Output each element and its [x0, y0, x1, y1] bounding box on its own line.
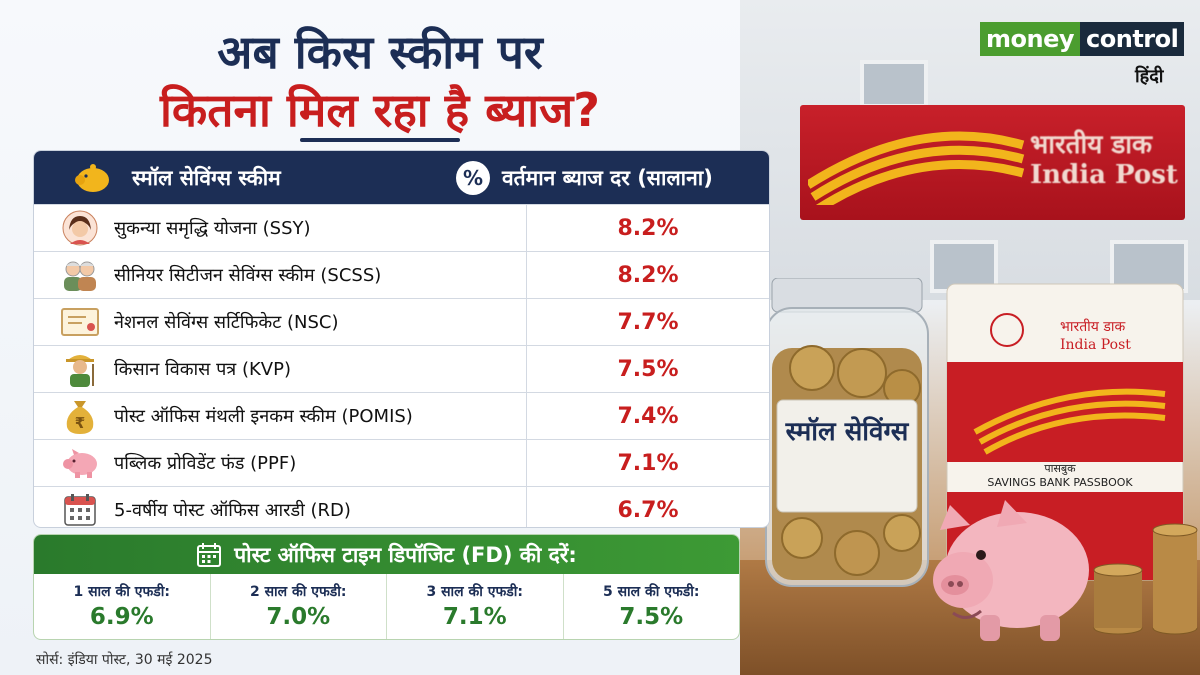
- fd-value: 7.1%: [442, 604, 507, 630]
- passbook-brand: भारतीय डाक India Post: [1060, 318, 1131, 354]
- header-scheme-cell: स्मॉल सेविंग्स स्कीम: [34, 162, 526, 194]
- sign-text: भारतीय डाक India Post: [1030, 130, 1178, 190]
- source-note: सोर्स: इंडिया पोस्ट, 30 मई 2025: [36, 652, 213, 668]
- piggy-bank-icon: [75, 163, 109, 192]
- table-row: 5-वर्षीय पोस्ट ऑफिस आरडी (RD) 6.7%: [34, 486, 769, 527]
- fd-label: 1 साल की एफडी:: [73, 584, 171, 600]
- passbook-title-hindi: पासबुक: [1044, 462, 1076, 475]
- fd-rates-panel: पोस्ट ऑफिस टाइम डिपॉजिट (FD) की दरें: 1 …: [33, 534, 740, 640]
- certificate-icon: [60, 302, 100, 342]
- fd-value: 7.0%: [266, 604, 331, 630]
- passbook-title-english: SAVINGS BANK PASSBOOK: [987, 476, 1133, 489]
- jar-label: स्मॉल सेविंग्स: [785, 417, 909, 447]
- table-row: सीनियर सिटीजन सेविंग्स स्कीम (SCSS) 8.2%: [34, 251, 769, 298]
- farmer-icon: [60, 349, 100, 389]
- sign-hindi: भारतीय डाक: [1030, 130, 1152, 160]
- piggy-bank-icon: [60, 443, 100, 483]
- scheme-name: पोस्ट ऑफिस मंथली इनकम स्कीम (POMIS): [114, 406, 413, 427]
- fd-label: 3 साल की एफडी:: [426, 584, 524, 600]
- table-row: ₹ पोस्ट ऑफिस मंथली इनकम स्कीम (POMIS) 7.…: [34, 392, 769, 439]
- coin-jar-icon: [765, 278, 929, 587]
- calendar-icon: [197, 542, 222, 567]
- fd-item: 1 साल की एफडी: 6.9%: [34, 574, 211, 639]
- headline-underline: [300, 138, 460, 142]
- scheme-name: 5-वर्षीय पोस्ट ऑफिस आरडी (RD): [114, 500, 351, 521]
- table-row: सुकन्या समृद्धि योजना (SSY) 8.2%: [34, 204, 769, 251]
- passbook-hindi: भारतीय डाक: [1060, 319, 1126, 335]
- headline-line-2: कितना मिल रहा है ब्याज?: [160, 83, 600, 137]
- sign-english: India Post: [1030, 160, 1178, 190]
- scheme-rate: 8.2%: [617, 215, 679, 241]
- header-scheme-label: स्मॉल सेविंग्स स्कीम: [132, 165, 281, 190]
- scheme-name: नेशनल सेविंग्स सर्टिफिकेट (NSC): [114, 312, 339, 333]
- passbook-english: India Post: [1060, 337, 1131, 353]
- coin-stack-icon: [1093, 523, 1198, 635]
- girl-icon: [60, 208, 100, 248]
- piggy-bank-photo-icon: [933, 500, 1089, 641]
- india-post-logo-icon: [808, 131, 1025, 205]
- fd-item: 3 साल की एफडी: 7.1%: [387, 574, 564, 639]
- fd-item: 2 साल की एफडी: 7.0%: [211, 574, 387, 639]
- scheme-rate: 7.4%: [617, 403, 679, 429]
- scheme-rate: 8.2%: [617, 262, 679, 288]
- fd-label: 5 साल की एफडी:: [602, 584, 700, 600]
- fd-header: पोस्ट ऑफिस टाइम डिपॉजिट (FD) की दरें:: [34, 535, 739, 574]
- logo-subtitle: हिंदी: [1135, 66, 1164, 87]
- calendar-icon: [60, 490, 100, 527]
- passbook-title: पासबुक SAVINGS BANK PASSBOOK: [960, 462, 1160, 490]
- logo-part-control: control: [1080, 22, 1185, 56]
- scheme-name: पब्लिक प्रोविडेंट फंड (PPF): [114, 453, 297, 474]
- table-row: पब्लिक प्रोविडेंट फंड (PPF) 7.1%: [34, 439, 769, 486]
- scheme-name: सीनियर सिटीजन सेविंग्स स्कीम (SCSS): [114, 265, 382, 286]
- scheme-rate: 6.7%: [617, 497, 679, 523]
- fd-value: 6.9%: [89, 604, 154, 630]
- fd-value: 7.5%: [619, 604, 684, 630]
- percent-icon: %: [456, 160, 490, 195]
- scheme-rate: 7.7%: [617, 309, 679, 335]
- fd-item: 5 साल की एफडी: 7.5%: [564, 574, 740, 639]
- fd-label: 2 साल की एफडी:: [249, 584, 347, 600]
- logo-part-money: money: [980, 22, 1081, 56]
- scheme-rate: 7.1%: [617, 450, 679, 476]
- table-row: नेशनल सेविंग्स सर्टिफिकेट (NSC) 7.7%: [34, 298, 769, 345]
- money-bag-icon: ₹: [60, 396, 100, 436]
- scheme-name: किसान विकास पत्र (KVP): [114, 359, 291, 380]
- table-header: स्मॉल सेविंग्स स्कीम % वर्तमान ब्याज दर …: [34, 151, 769, 204]
- senior-couple-icon: [60, 255, 100, 295]
- building-window: [860, 60, 928, 108]
- scheme-name: सुकन्या समृद्धि योजना (SSY): [114, 218, 311, 239]
- table-row: किसान विकास पत्र (KVP) 7.5%: [34, 345, 769, 392]
- headline-line-1: अब किस स्कीम पर: [217, 25, 543, 79]
- fd-title: पोस्ट ऑफिस टाइम डिपॉजिट (FD) की दरें:: [234, 542, 577, 567]
- header-rate-cell: % वर्तमान ब्याज दर (सालाना): [456, 160, 769, 195]
- schemes-table: स्मॉल सेविंग्स स्कीम % वर्तमान ब्याज दर …: [33, 150, 770, 528]
- scheme-rate: 7.5%: [617, 356, 679, 382]
- svg-text:₹: ₹: [75, 414, 85, 432]
- moneycontrol-logo: money control: [980, 22, 1185, 56]
- header-rate-label: वर्तमान ब्याज दर (सालाना): [502, 165, 713, 190]
